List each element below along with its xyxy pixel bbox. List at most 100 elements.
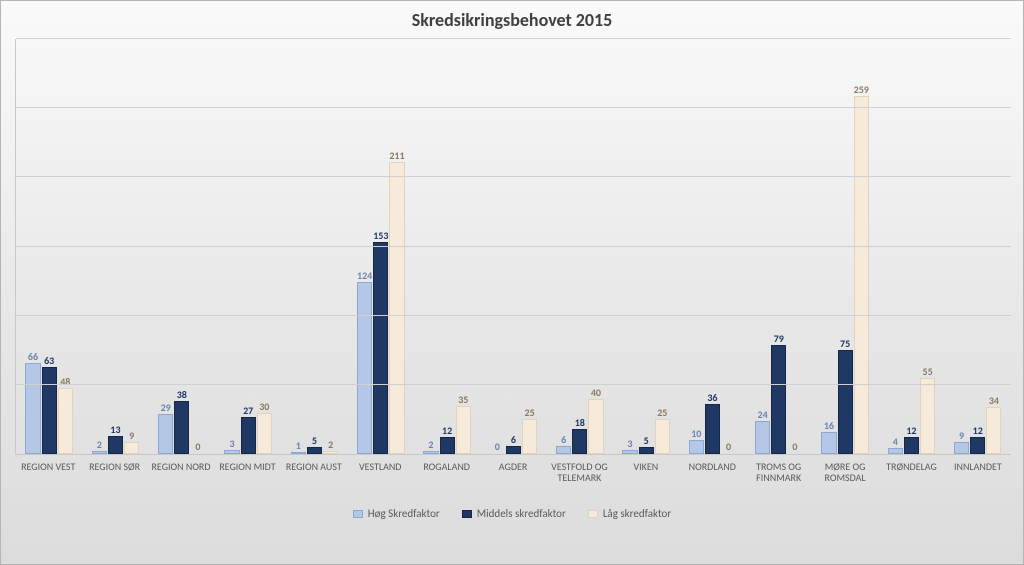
data-label: 4 xyxy=(893,437,898,449)
bar: 29 xyxy=(158,414,173,454)
bar-groups: 6663482139293803273015212415321121235062… xyxy=(16,39,1011,454)
category-labels: REGION VESTREGION SØRREGION NORDREGION M… xyxy=(15,457,1011,501)
category-label: VIKEN xyxy=(613,457,679,501)
bar-cluster: 152 xyxy=(281,39,347,454)
category-label: NORDLAND xyxy=(679,457,745,501)
bar-group: 152 xyxy=(281,39,347,454)
legend-item: Middels skredfaktor xyxy=(462,507,566,520)
legend: Høg Skredfaktor Middels skredfaktor Låg sk… xyxy=(11,507,1013,520)
data-label: 2 xyxy=(97,440,102,452)
data-label: 30 xyxy=(259,402,269,414)
data-label: 79 xyxy=(774,334,784,346)
bar: 79 xyxy=(771,345,786,454)
bar-cluster: 1675259 xyxy=(812,39,878,454)
bar-cluster: 4 12 55 xyxy=(878,39,944,454)
data-label: 48 xyxy=(60,377,70,389)
bar: 75 xyxy=(838,350,853,454)
bar: 34 xyxy=(986,407,1001,454)
data-label: 75 xyxy=(840,339,850,351)
bar: 259 xyxy=(854,96,869,454)
bar: 2 xyxy=(92,451,107,454)
chart-title: Skredsikringsbehovet 2015 xyxy=(11,9,1013,31)
bar: 30 xyxy=(257,413,272,455)
bar-group: 61840 xyxy=(547,39,613,454)
bar-cluster: 3 27 30 xyxy=(215,39,281,454)
bar: 6 xyxy=(506,446,521,454)
bar: 18 xyxy=(572,429,587,454)
data-label: 55 xyxy=(923,367,933,379)
bar-group: 0625 xyxy=(480,39,546,454)
legend-label: Låg skredfaktor xyxy=(603,507,671,520)
data-label: 5 xyxy=(644,436,649,448)
bar-group: 2938 0 xyxy=(149,39,215,454)
legend-item: Høg Skredfaktor xyxy=(353,507,440,520)
data-label: 2 xyxy=(328,440,333,452)
bar: 3 xyxy=(224,450,239,454)
category-label: REGION NORD xyxy=(148,457,214,501)
bar: 48 xyxy=(58,388,73,454)
bar-cluster: 61840 xyxy=(547,39,613,454)
data-label: 0 xyxy=(195,442,200,454)
data-label: 3 xyxy=(229,439,234,451)
data-label: 27 xyxy=(243,406,253,418)
data-label: 6 xyxy=(561,435,566,447)
data-label: 13 xyxy=(110,425,120,437)
gridline xyxy=(16,176,1011,177)
bar: 13 xyxy=(108,436,123,454)
data-label: 5 xyxy=(312,436,317,448)
data-label: 25 xyxy=(525,408,535,420)
data-label: 6 xyxy=(511,435,516,447)
data-label: 63 xyxy=(44,356,54,368)
data-label: 18 xyxy=(575,418,585,430)
bar: 63 xyxy=(42,367,57,454)
bar: 36 xyxy=(705,404,720,454)
bar-group: 24790 xyxy=(746,39,812,454)
category-label: REGION AUST xyxy=(281,457,347,501)
data-label: 35 xyxy=(458,395,468,407)
gridline xyxy=(16,107,1011,108)
bar: 55 xyxy=(920,378,935,454)
bar: 2 xyxy=(323,451,338,454)
bar: 16 xyxy=(821,432,836,454)
category-label: REGION SØR xyxy=(81,457,147,501)
bar-group: 2139 xyxy=(82,39,148,454)
data-label: 25 xyxy=(657,408,667,420)
gridline xyxy=(16,246,1011,247)
category-label: VESTLAND xyxy=(347,457,413,501)
data-label: 36 xyxy=(707,393,717,405)
bar-group: 124153211 xyxy=(348,39,414,454)
plot-wrap: 6663482139293803273015212415321121235062… xyxy=(11,35,1015,505)
category-label: TROMS OG FINNMARK xyxy=(745,457,811,501)
bar-group: 4 12 55 xyxy=(878,39,944,454)
bar-cluster: 124153211 xyxy=(348,39,414,454)
bar-group: 666348 xyxy=(16,39,82,454)
data-label: 16 xyxy=(824,421,834,433)
legend-label: Middels skredfaktor xyxy=(477,507,566,520)
bar: 12 xyxy=(970,437,985,454)
bar: 38 xyxy=(174,401,189,454)
bar-group: 21235 xyxy=(414,39,480,454)
category-label: AGDER xyxy=(480,457,546,501)
data-label: 12 xyxy=(973,426,983,438)
legend-swatch xyxy=(588,510,598,518)
data-label: 12 xyxy=(442,426,452,438)
bar-group: 3 27 30 xyxy=(215,39,281,454)
bar: 24 xyxy=(755,421,770,454)
plot-area: 6663482139293803273015212415321121235062… xyxy=(15,39,1011,455)
data-label: 0 xyxy=(792,442,797,454)
chart-container: Skredsikringsbehovet 2015 66634821392938… xyxy=(0,0,1024,565)
bar: 211 xyxy=(389,162,404,454)
legend-item: Låg skredfaktor xyxy=(588,507,671,520)
bar-cluster: 2139 xyxy=(82,39,148,454)
data-label: 12 xyxy=(906,426,916,438)
category-label: VESTFOLD OG TELEMARK xyxy=(546,457,612,501)
bar-group: 1675259 xyxy=(812,39,878,454)
bar-group: 91234 xyxy=(945,39,1011,454)
bar-cluster: 666348 xyxy=(16,39,82,454)
bar-cluster: 10360 xyxy=(679,39,745,454)
gridline xyxy=(16,384,1011,385)
category-label: MØRE OG ROMSDAL xyxy=(812,457,878,501)
gridline xyxy=(16,38,1011,39)
bar-cluster: 24790 xyxy=(746,39,812,454)
bar: 10 xyxy=(689,440,704,454)
